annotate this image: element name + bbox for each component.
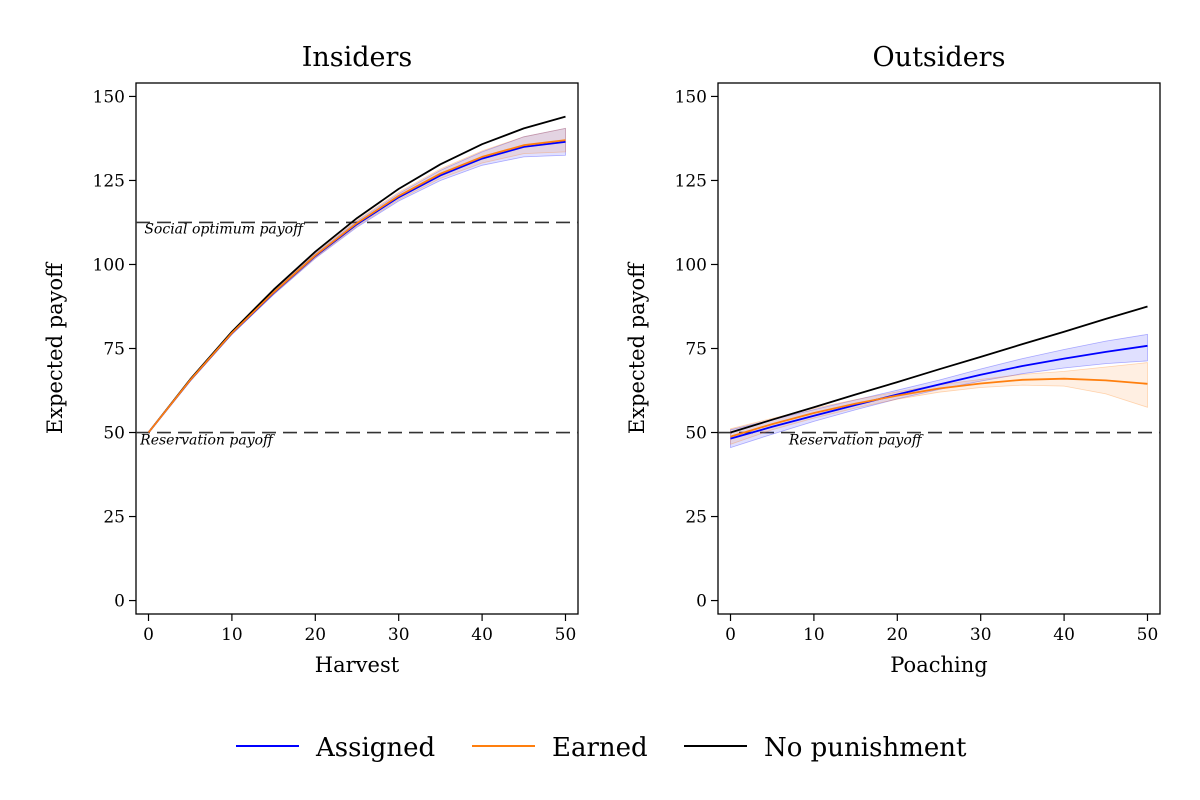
y-tick-label: 75 xyxy=(685,340,707,360)
y-tick-label: 125 xyxy=(93,171,125,191)
legend-label: Earned xyxy=(552,733,648,763)
x-tick-label: 30 xyxy=(388,625,410,645)
x-tick-label: 0 xyxy=(143,625,154,645)
chart-title: Insiders xyxy=(302,42,413,73)
y-axis-label: Expected payoff xyxy=(625,261,649,434)
y-tick-label: 50 xyxy=(103,424,125,444)
x-tick-label: 10 xyxy=(803,625,825,645)
y-tick-label: 50 xyxy=(685,424,707,444)
legend-label: Assigned xyxy=(315,733,435,763)
reference-line-label: Reservation payoff xyxy=(788,432,924,448)
plot-frame xyxy=(135,82,579,615)
x-tick-label: 20 xyxy=(886,625,908,645)
reference-line-label: Reservation payoff xyxy=(139,432,275,448)
series-line-no-punishment xyxy=(730,305,1148,434)
confidence-band-earned xyxy=(148,127,566,433)
series-line-no-punishment xyxy=(147,115,566,434)
series-line-assigned xyxy=(730,344,1148,440)
x-axis-label: Poaching xyxy=(890,653,987,677)
y-tick-label: 0 xyxy=(114,592,125,612)
series-line-assigned xyxy=(147,140,566,434)
x-axis-label: Harvest xyxy=(315,653,400,677)
chart-title: Outsiders xyxy=(873,42,1006,73)
confidence-band-earned xyxy=(730,362,1148,445)
y-tick-label: 100 xyxy=(93,255,125,275)
y-tick-label: 25 xyxy=(685,508,707,528)
series-line-earned xyxy=(730,377,1148,438)
y-tick-label: 150 xyxy=(93,87,125,107)
y-tick-label: 25 xyxy=(103,508,125,528)
y-tick-label: 0 xyxy=(696,592,707,612)
x-tick-label: 10 xyxy=(221,625,243,645)
y-tick-label: 100 xyxy=(675,255,707,275)
x-tick-label: 50 xyxy=(1137,625,1159,645)
reference-line-label: Social optimum payoff xyxy=(144,222,305,238)
series-line-earned xyxy=(147,139,566,434)
confidence-band-assigned xyxy=(148,127,566,433)
x-tick-label: 0 xyxy=(725,625,736,645)
x-tick-label: 40 xyxy=(471,625,493,645)
x-tick-label: 30 xyxy=(970,625,992,645)
legend-label: No punishment xyxy=(764,733,967,763)
legend: Assigned Earned No punishment xyxy=(236,733,967,763)
outsiders-panel: Outsiders Poaching Expected payoff 0 25 50 75 1… xyxy=(625,42,1161,677)
x-tick-label: 50 xyxy=(555,625,577,645)
y-tick-label: 75 xyxy=(103,340,125,360)
y-tick-label: 125 xyxy=(675,171,707,191)
x-tick-label: 40 xyxy=(1053,625,1075,645)
y-axis-label: Expected payoff xyxy=(43,261,67,434)
y-tick-label: 150 xyxy=(675,87,707,107)
x-tick-label: 20 xyxy=(304,625,326,645)
